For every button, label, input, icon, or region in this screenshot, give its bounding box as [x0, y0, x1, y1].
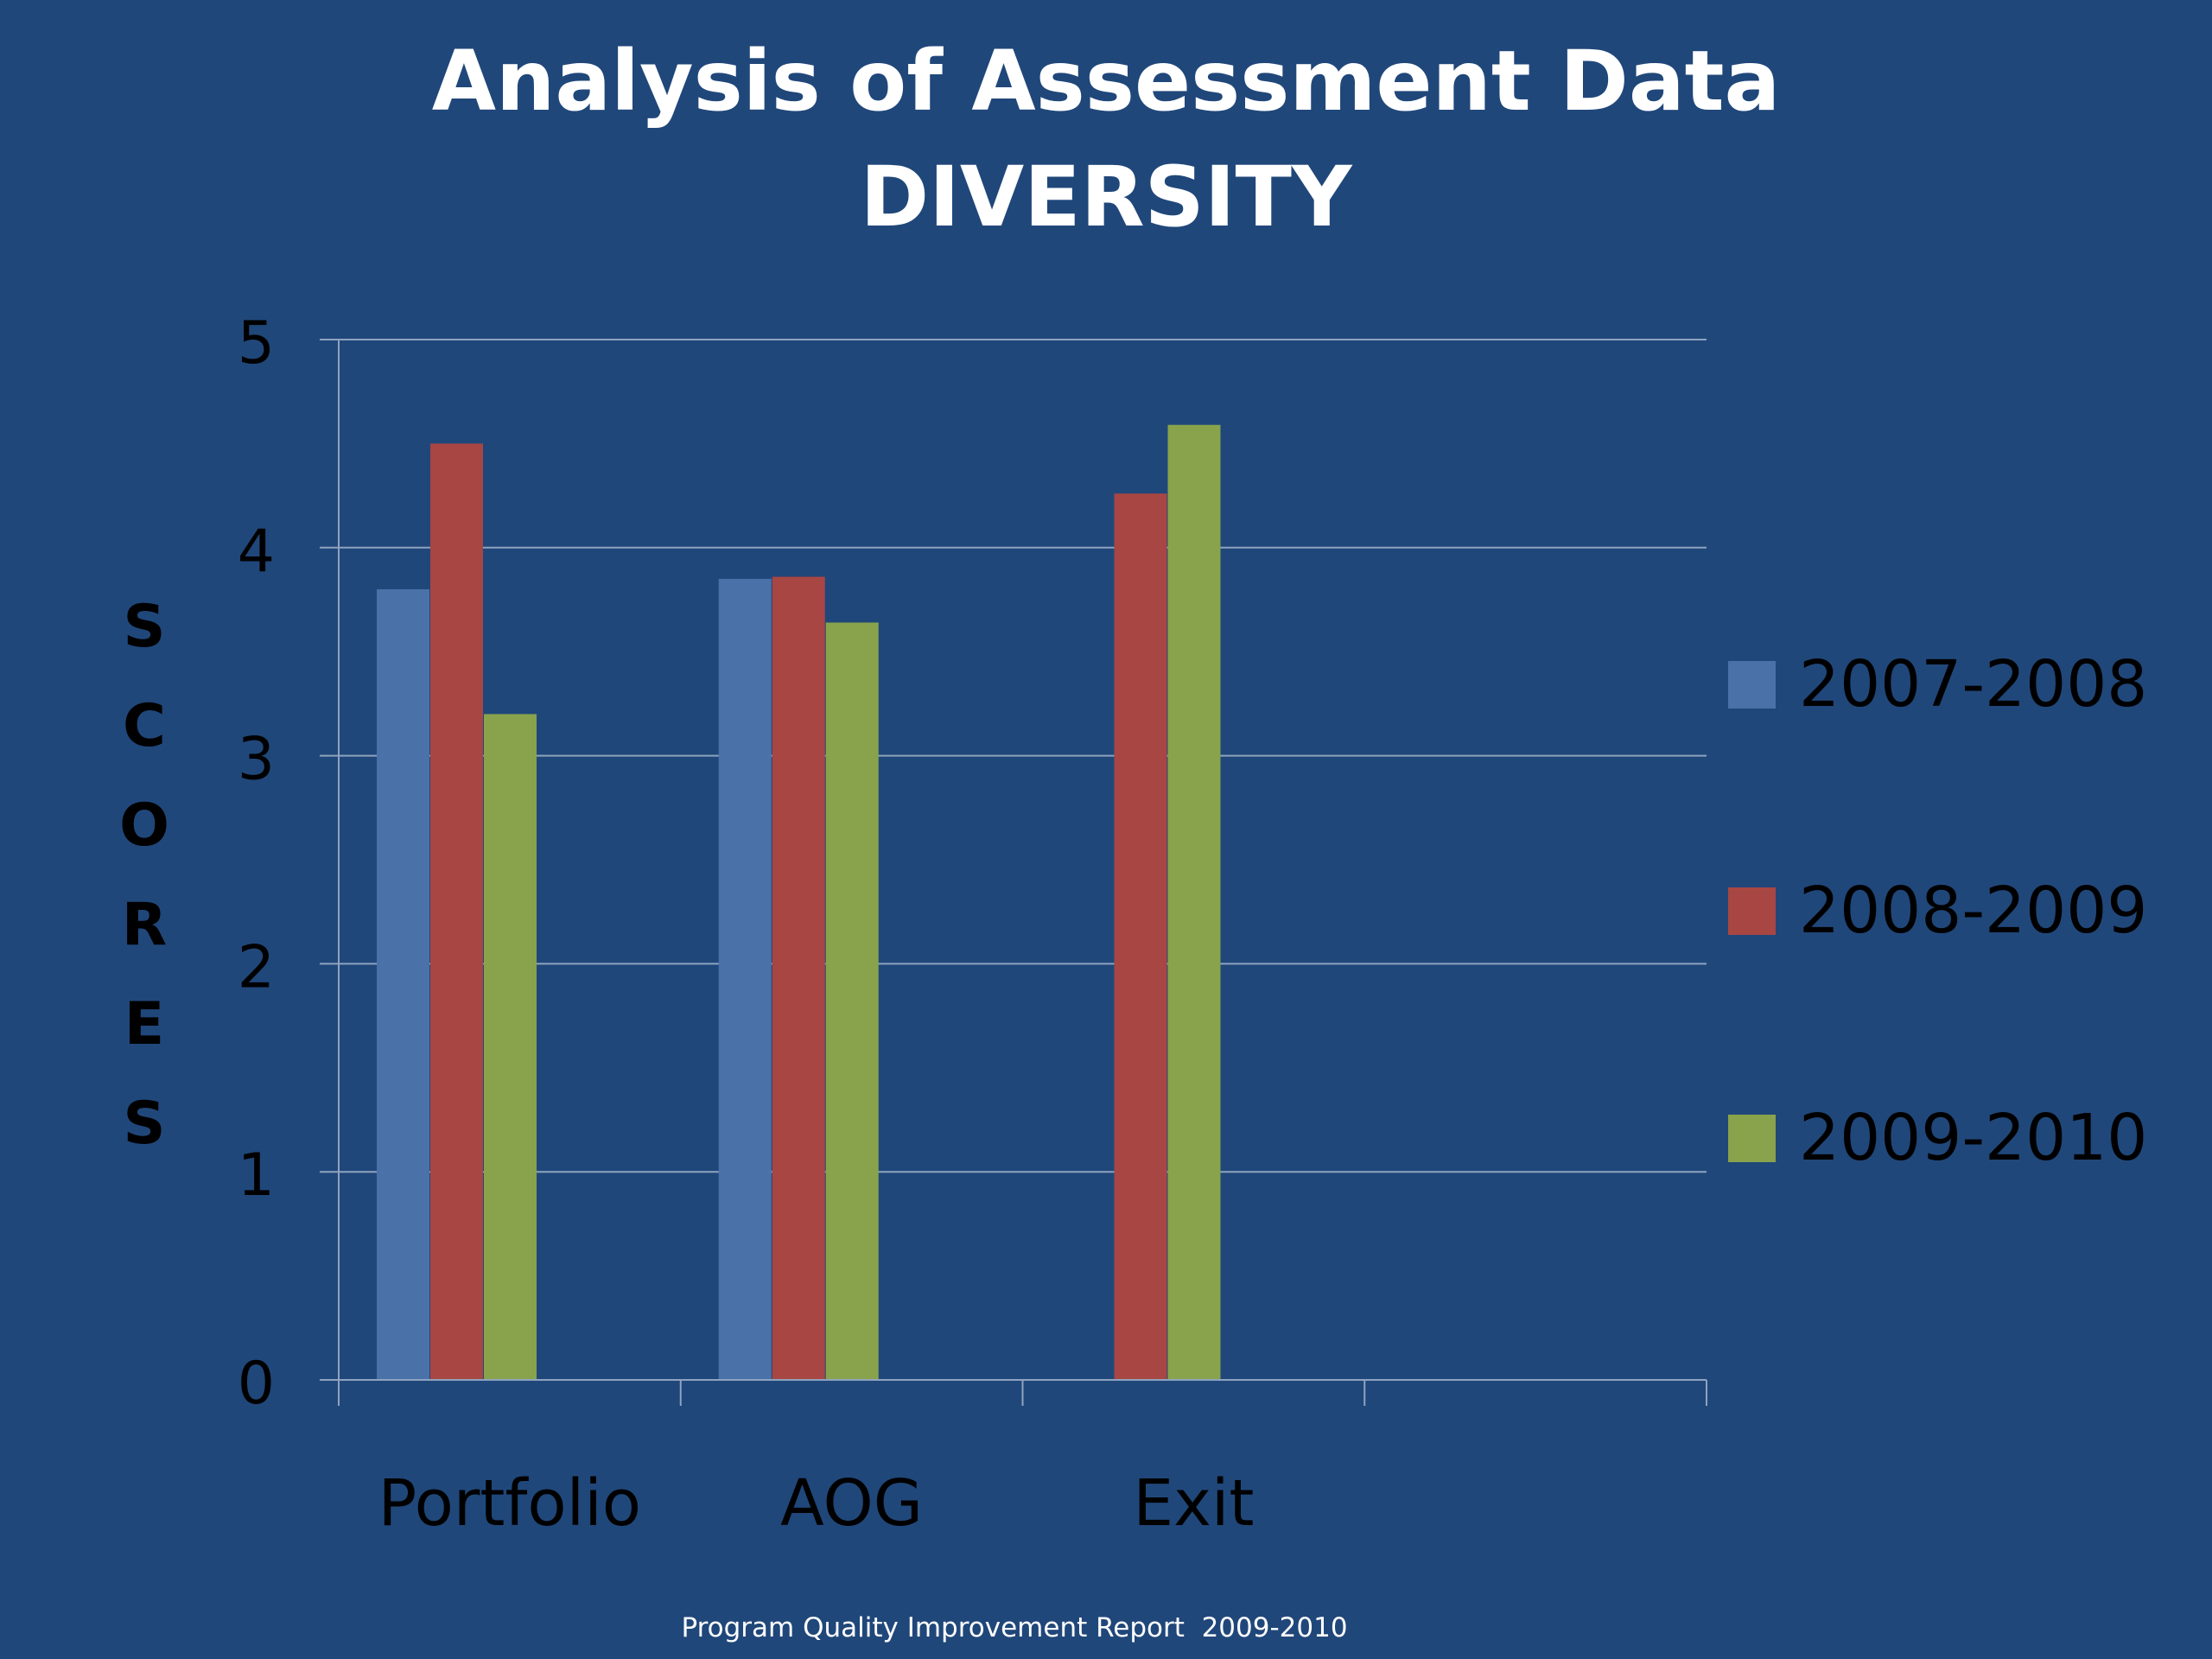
bars — [377, 424, 1221, 1380]
y-tick-label: 2 — [238, 933, 275, 1001]
bar — [377, 588, 429, 1380]
axes — [320, 339, 1707, 1406]
y-tick-label: 1 — [238, 1141, 275, 1210]
y-axis-label-letter: E — [124, 990, 164, 1058]
x-tick-labels: Portfolio AOG Exit — [378, 1466, 1255, 1541]
legend-swatch — [1728, 661, 1776, 709]
bar — [718, 578, 772, 1380]
x-tick-label: AOG — [780, 1466, 923, 1541]
y-axis-label-letter: R — [122, 891, 167, 959]
chart-title: Analysis of Assessment Data — [431, 33, 1781, 130]
footer-text: Program Quality Improvement Report 2009-… — [681, 1612, 1348, 1643]
chart-subtitle: DIVERSITY — [860, 149, 1352, 245]
y-tick-label: 0 — [238, 1350, 275, 1418]
y-tick-label: 4 — [238, 518, 275, 586]
legend-label: 2008-2009 — [1799, 874, 2147, 948]
y-axis-label-letter: C — [123, 692, 166, 760]
bar — [1167, 424, 1221, 1380]
bar — [484, 714, 537, 1380]
y-tick-label: 5 — [238, 309, 275, 378]
legend-swatch — [1728, 1115, 1776, 1162]
gridlines — [339, 339, 1707, 1173]
y-axis-label-letter: S — [124, 1090, 166, 1158]
y-tick-label: 3 — [238, 726, 275, 794]
x-tick-label: Portfolio — [378, 1466, 641, 1541]
y-axis-label-letter: O — [119, 791, 169, 860]
legend-label: 2007-2008 — [1799, 647, 2147, 721]
y-tick-labels: 0 1 2 3 4 5 — [238, 309, 275, 1418]
legend: 2007-2008 2008-2009 2009-2010 — [1728, 647, 2147, 1175]
bar — [825, 622, 879, 1380]
legend-label: 2009-2010 — [1799, 1101, 2147, 1175]
y-axis-label-letter: S — [124, 593, 166, 661]
bar — [772, 576, 825, 1380]
bar — [430, 443, 483, 1380]
x-tick-label: Exit — [1133, 1466, 1254, 1541]
bar — [1114, 493, 1167, 1380]
legend-swatch — [1728, 887, 1776, 935]
